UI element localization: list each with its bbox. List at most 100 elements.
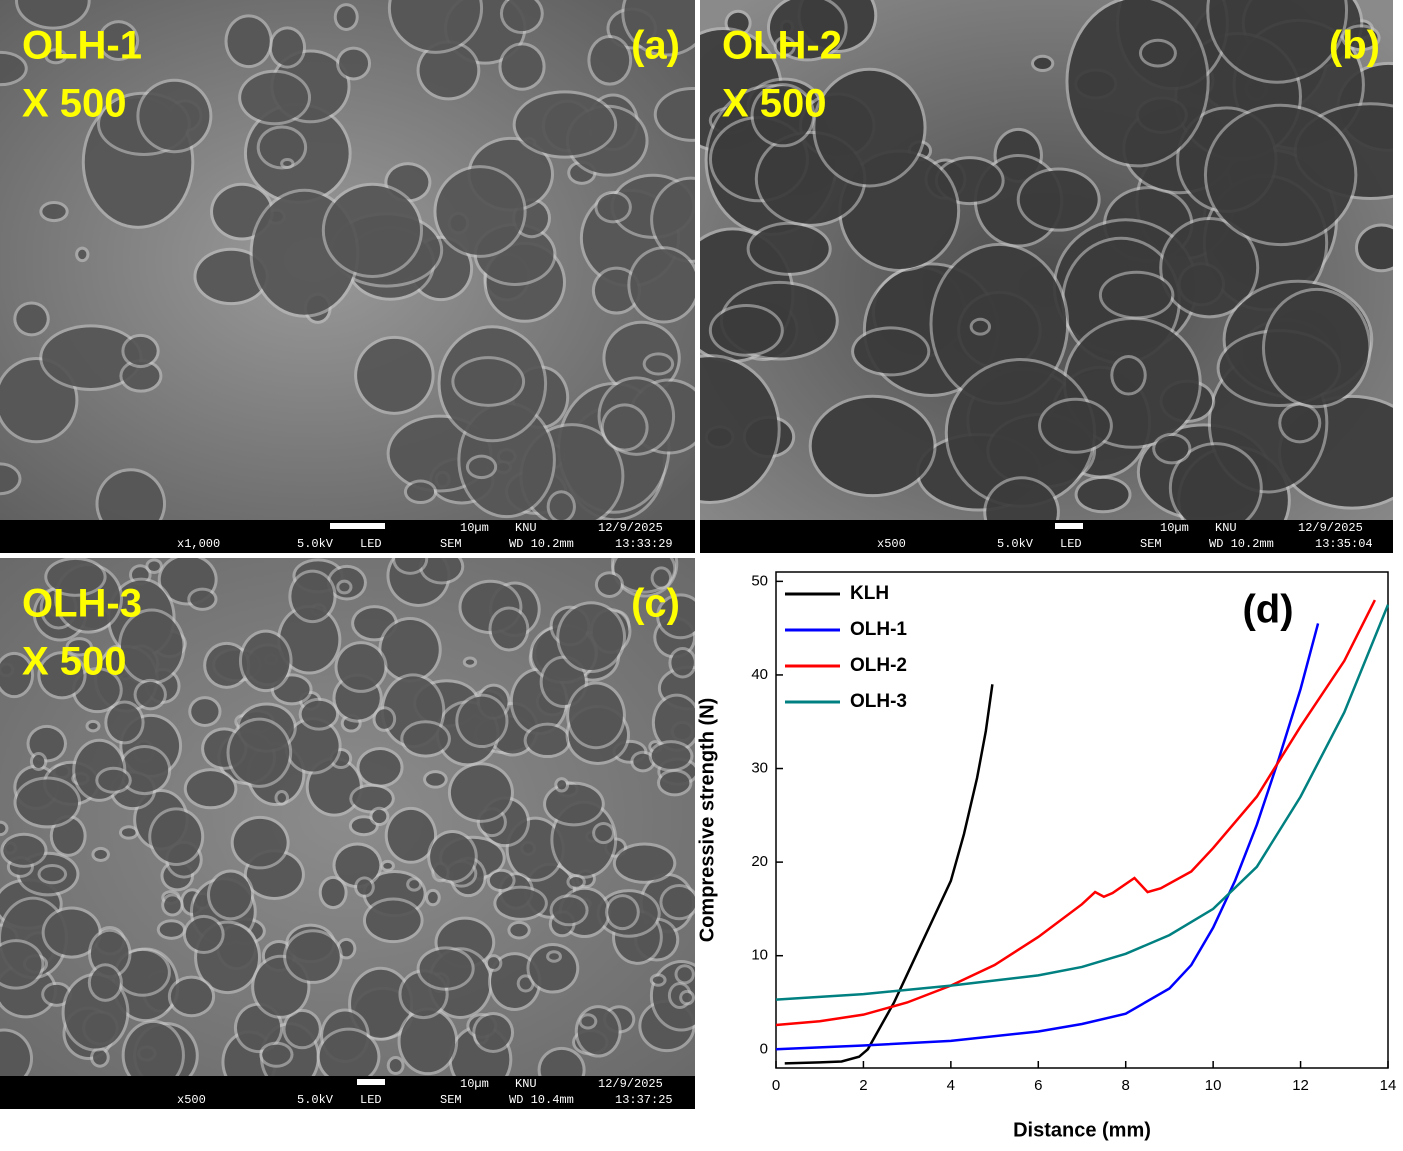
- x-tick-label: 6: [1034, 1077, 1042, 1094]
- pore: [262, 1044, 291, 1065]
- pore: [227, 17, 270, 66]
- pore: [94, 849, 107, 860]
- pore: [526, 725, 569, 756]
- pore: [351, 818, 376, 834]
- info-mag: x1,000: [177, 537, 220, 551]
- pore: [47, 51, 65, 62]
- y-tick-label: 20: [751, 853, 768, 870]
- pore: [301, 700, 337, 728]
- pore: [375, 709, 394, 729]
- pore: [700, 357, 778, 501]
- info-wd: WD 10.2mm: [509, 537, 574, 551]
- pore: [68, 640, 90, 654]
- scale-bar: [357, 1079, 385, 1085]
- y-tick-label: 50: [751, 572, 768, 589]
- panel-magnification: X 500: [722, 82, 827, 126]
- pore: [335, 845, 380, 886]
- data-line: [775, 604, 1390, 1001]
- pore: [491, 609, 527, 649]
- y-tick-label: 0: [760, 1040, 768, 1057]
- pore: [1019, 170, 1098, 229]
- pore: [426, 773, 445, 786]
- x-tick-label: 2: [859, 1077, 867, 1094]
- pore: [16, 779, 79, 826]
- info-detector: LED: [360, 1093, 382, 1107]
- pore: [74, 670, 120, 711]
- pore: [465, 659, 475, 665]
- pore: [546, 784, 602, 824]
- pore: [652, 976, 664, 984]
- pore: [42, 203, 66, 220]
- pore: [1162, 219, 1257, 316]
- pore: [654, 696, 695, 749]
- pore: [0, 942, 42, 987]
- pore: [1358, 226, 1393, 270]
- pore: [529, 946, 577, 991]
- scale-bar: [330, 523, 385, 529]
- pore: [1209, 0, 1346, 81]
- pore: [120, 611, 183, 682]
- pore: [615, 845, 674, 881]
- pore: [633, 753, 653, 770]
- pore: [811, 397, 934, 495]
- pore: [519, 977, 532, 990]
- pore: [271, 29, 304, 66]
- pore: [93, 1050, 107, 1065]
- pore: [557, 780, 567, 790]
- pore: [241, 632, 290, 690]
- panel-tag: (a): [631, 24, 680, 68]
- pore: [662, 887, 695, 918]
- info-scale: 10µm: [460, 1077, 489, 1091]
- pore: [285, 1011, 319, 1047]
- pore: [357, 338, 432, 412]
- pore: [395, 558, 426, 572]
- pore: [308, 760, 360, 814]
- pore: [387, 809, 435, 861]
- pore: [549, 493, 573, 520]
- pore: [365, 900, 421, 941]
- info-scale: 10µm: [1160, 521, 1189, 535]
- pore: [569, 684, 623, 747]
- pore: [653, 179, 695, 260]
- pore: [854, 329, 928, 374]
- pore: [124, 336, 157, 366]
- pore: [352, 786, 392, 811]
- pore: [671, 650, 694, 676]
- info-mode: SEM: [1140, 537, 1162, 551]
- pore: [656, 89, 695, 139]
- pore: [489, 871, 513, 890]
- pore: [321, 878, 345, 907]
- pore: [815, 70, 924, 185]
- info-detector: LED: [360, 537, 382, 551]
- y-tick-label: 40: [751, 666, 768, 683]
- pore: [241, 72, 309, 123]
- pore: [357, 879, 372, 895]
- pore: [487, 957, 500, 969]
- pore: [1141, 41, 1174, 65]
- pore: [1281, 405, 1319, 441]
- pore: [191, 699, 219, 724]
- pore: [422, 558, 462, 582]
- pore: [209, 872, 252, 918]
- pore: [98, 769, 129, 791]
- y-tick-label: 30: [751, 759, 768, 776]
- pore: [291, 572, 334, 621]
- pore: [47, 559, 104, 594]
- pore: [419, 43, 478, 98]
- pore: [581, 1016, 595, 1027]
- info-bar: [700, 520, 1393, 553]
- pore: [277, 793, 287, 803]
- pore: [603, 406, 646, 449]
- sem-image: [700, 0, 1393, 520]
- pore: [1077, 478, 1129, 511]
- pore: [283, 160, 292, 167]
- pore: [1101, 273, 1172, 317]
- pore: [436, 168, 524, 255]
- pore: [90, 966, 120, 999]
- pore: [1113, 358, 1144, 393]
- pore: [569, 876, 583, 887]
- pore: [148, 561, 160, 571]
- pore: [749, 224, 829, 273]
- panel-label: OLH-1: [22, 24, 142, 68]
- data-line: [784, 684, 994, 1065]
